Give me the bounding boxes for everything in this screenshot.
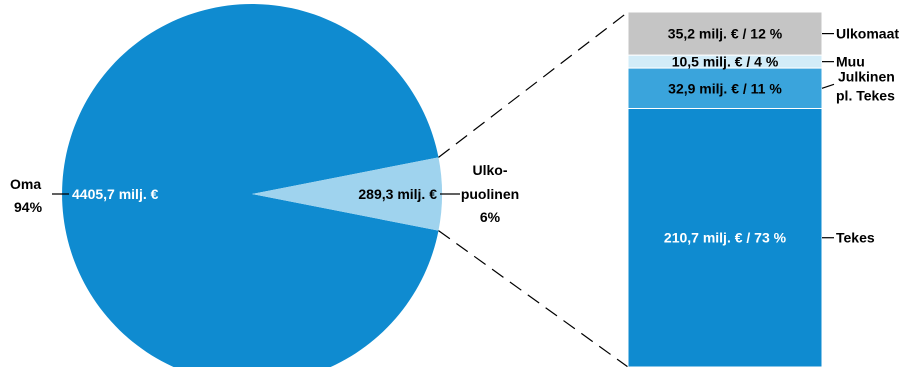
connector-top <box>438 11 629 158</box>
bar-label-julkinen-line2: pl. Tekes <box>836 87 895 103</box>
bar-segment-ulkomaat <box>627 11 823 56</box>
bar-value-1: 10,5 milj. € / 4 % <box>672 54 779 70</box>
bar-segment-julkinen-pl-tekes <box>627 67 823 109</box>
pie-name-ulkopuolinen-line2: puolinen <box>461 186 519 202</box>
pie-percent-oma: 94% <box>14 199 43 215</box>
pie-percent-ulkopuolinen: 6% <box>480 209 501 225</box>
pie-value-oma: 4405,7 milj. € <box>72 186 159 202</box>
bar-segment-tekes <box>627 108 823 367</box>
bar-value-0: 35,2 milj. € / 12 % <box>668 26 783 42</box>
bar-label-julkinen-line1: Julkinen <box>838 68 895 84</box>
stacked-bar: 35,2 milj. € / 12 % 10,5 milj. € / 4 % 32,… <box>627 11 899 367</box>
bar-label-ulkomaat: Ulkomaat <box>836 26 899 42</box>
connector-lines <box>438 11 629 367</box>
bar-tick-2 <box>821 83 835 89</box>
pie-name-ulkopuolinen-line1: Ulko- <box>473 162 508 178</box>
pie-name-oma: Oma <box>10 176 41 192</box>
pie-slice-oma <box>62 4 439 367</box>
bar-value-2: 32,9 milj. € / 11 % <box>668 80 782 96</box>
connector-bottom <box>438 230 629 367</box>
bar-label-muu: Muu <box>836 54 865 70</box>
pie-slice-ulkopuolinen <box>252 157 443 231</box>
bar-value-3: 210,7 milj. € / 73 % <box>664 230 787 246</box>
pie-chart: 4405,7 milj. € 289,3 milj. € Oma 94% Ulko-pu… <box>10 4 519 367</box>
bar-label-tekes: Tekes <box>836 230 875 246</box>
pie-value-ulkopuolinen: 289,3 milj. € <box>358 186 437 202</box>
